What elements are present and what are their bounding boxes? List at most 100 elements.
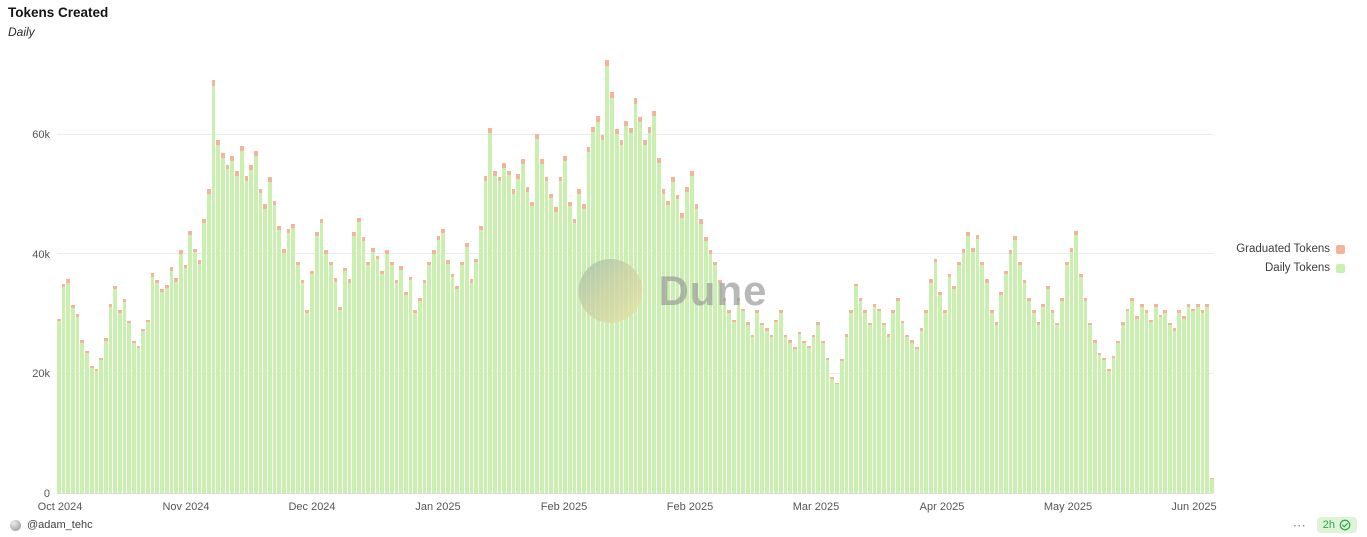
bar[interactable] (361, 60, 366, 493)
bar[interactable] (1078, 60, 1083, 493)
bar[interactable] (338, 60, 342, 493)
bar[interactable] (553, 60, 558, 493)
bar[interactable] (1008, 60, 1013, 493)
bar[interactable] (1041, 60, 1046, 493)
bar[interactable] (539, 60, 544, 493)
bar[interactable] (385, 60, 389, 493)
bar[interactable] (1017, 60, 1022, 493)
bar[interactable] (235, 60, 239, 493)
bar[interactable] (933, 60, 938, 493)
bar[interactable] (164, 60, 169, 493)
bar[interactable] (722, 60, 727, 493)
bar[interactable] (1069, 60, 1074, 493)
bar[interactable] (1191, 60, 1196, 493)
bar[interactable] (1196, 60, 1200, 493)
bar[interactable] (249, 60, 253, 493)
bar[interactable] (263, 60, 267, 493)
bar[interactable] (300, 60, 305, 493)
bar[interactable] (792, 60, 797, 493)
bar[interactable] (544, 60, 549, 493)
bar[interactable] (239, 60, 244, 493)
bar[interactable] (966, 60, 971, 493)
bar[interactable] (1121, 60, 1125, 493)
bar[interactable] (460, 60, 464, 493)
bar[interactable] (816, 60, 821, 493)
bar[interactable] (675, 60, 680, 493)
bar[interactable] (558, 60, 563, 493)
bar[interactable] (657, 60, 661, 493)
bar[interactable] (535, 60, 539, 493)
bar[interactable] (685, 60, 689, 493)
bar[interactable] (113, 60, 117, 493)
bar[interactable] (192, 60, 197, 493)
bar[interactable] (202, 60, 206, 493)
bar[interactable] (896, 60, 900, 493)
bar[interactable] (446, 60, 450, 493)
bar[interactable] (117, 60, 122, 493)
bar[interactable] (511, 60, 516, 493)
bar[interactable] (914, 60, 919, 493)
bar[interactable] (1050, 60, 1055, 493)
bar[interactable] (844, 60, 849, 493)
bar[interactable] (624, 60, 628, 493)
bar[interactable] (141, 60, 146, 493)
bar[interactable] (727, 60, 731, 493)
bar[interactable] (1097, 60, 1102, 493)
bar[interactable] (122, 60, 127, 493)
bar[interactable] (835, 60, 839, 493)
bar[interactable] (750, 60, 755, 493)
bar[interactable] (99, 60, 103, 493)
bar[interactable] (521, 60, 525, 493)
bar[interactable] (502, 60, 506, 493)
legend-item-graduated-tokens[interactable]: Graduated Tokens (1236, 243, 1345, 255)
bar[interactable] (872, 60, 877, 493)
bar[interactable] (57, 60, 61, 493)
bar[interactable] (1046, 60, 1050, 493)
bar[interactable] (1055, 60, 1060, 493)
bar[interactable] (277, 60, 281, 493)
bar[interactable] (333, 60, 338, 493)
bar[interactable] (647, 60, 652, 493)
bar[interactable] (830, 60, 835, 493)
refresh-badge[interactable]: 2h (1316, 517, 1357, 533)
bar[interactable] (582, 60, 586, 493)
bar[interactable] (436, 60, 441, 493)
bar[interactable] (821, 60, 825, 493)
bar[interactable] (900, 60, 905, 493)
bar[interactable] (1186, 60, 1191, 493)
bar[interactable] (905, 60, 910, 493)
bar[interactable] (867, 60, 872, 493)
bar[interactable] (389, 60, 394, 493)
bar[interactable] (610, 60, 614, 493)
bar[interactable] (324, 60, 328, 493)
bar[interactable] (1144, 60, 1149, 493)
bar[interactable] (769, 60, 774, 493)
bar[interactable] (661, 60, 666, 493)
bar[interactable] (713, 60, 717, 493)
bar[interactable] (286, 60, 291, 493)
bar[interactable] (760, 60, 764, 493)
bar[interactable] (174, 60, 178, 493)
bar[interactable] (591, 60, 596, 493)
bar[interactable] (919, 60, 924, 493)
bar[interactable] (1102, 60, 1106, 493)
bar[interactable] (282, 60, 286, 493)
bar[interactable] (291, 60, 296, 493)
bar[interactable] (703, 60, 708, 493)
bar[interactable] (474, 60, 478, 493)
bar[interactable] (882, 60, 886, 493)
bar[interactable] (61, 60, 66, 493)
bar[interactable] (577, 60, 581, 493)
bar[interactable] (94, 60, 99, 493)
bar[interactable] (455, 60, 460, 493)
bar[interactable] (717, 60, 722, 493)
bar[interactable] (492, 60, 497, 493)
bar[interactable] (71, 60, 75, 493)
bar[interactable] (699, 60, 703, 493)
bar[interactable] (310, 60, 314, 493)
bar[interactable] (994, 60, 999, 493)
bar[interactable] (497, 60, 502, 493)
bar[interactable] (778, 60, 783, 493)
bar[interactable] (732, 60, 736, 493)
bar[interactable] (1149, 60, 1153, 493)
